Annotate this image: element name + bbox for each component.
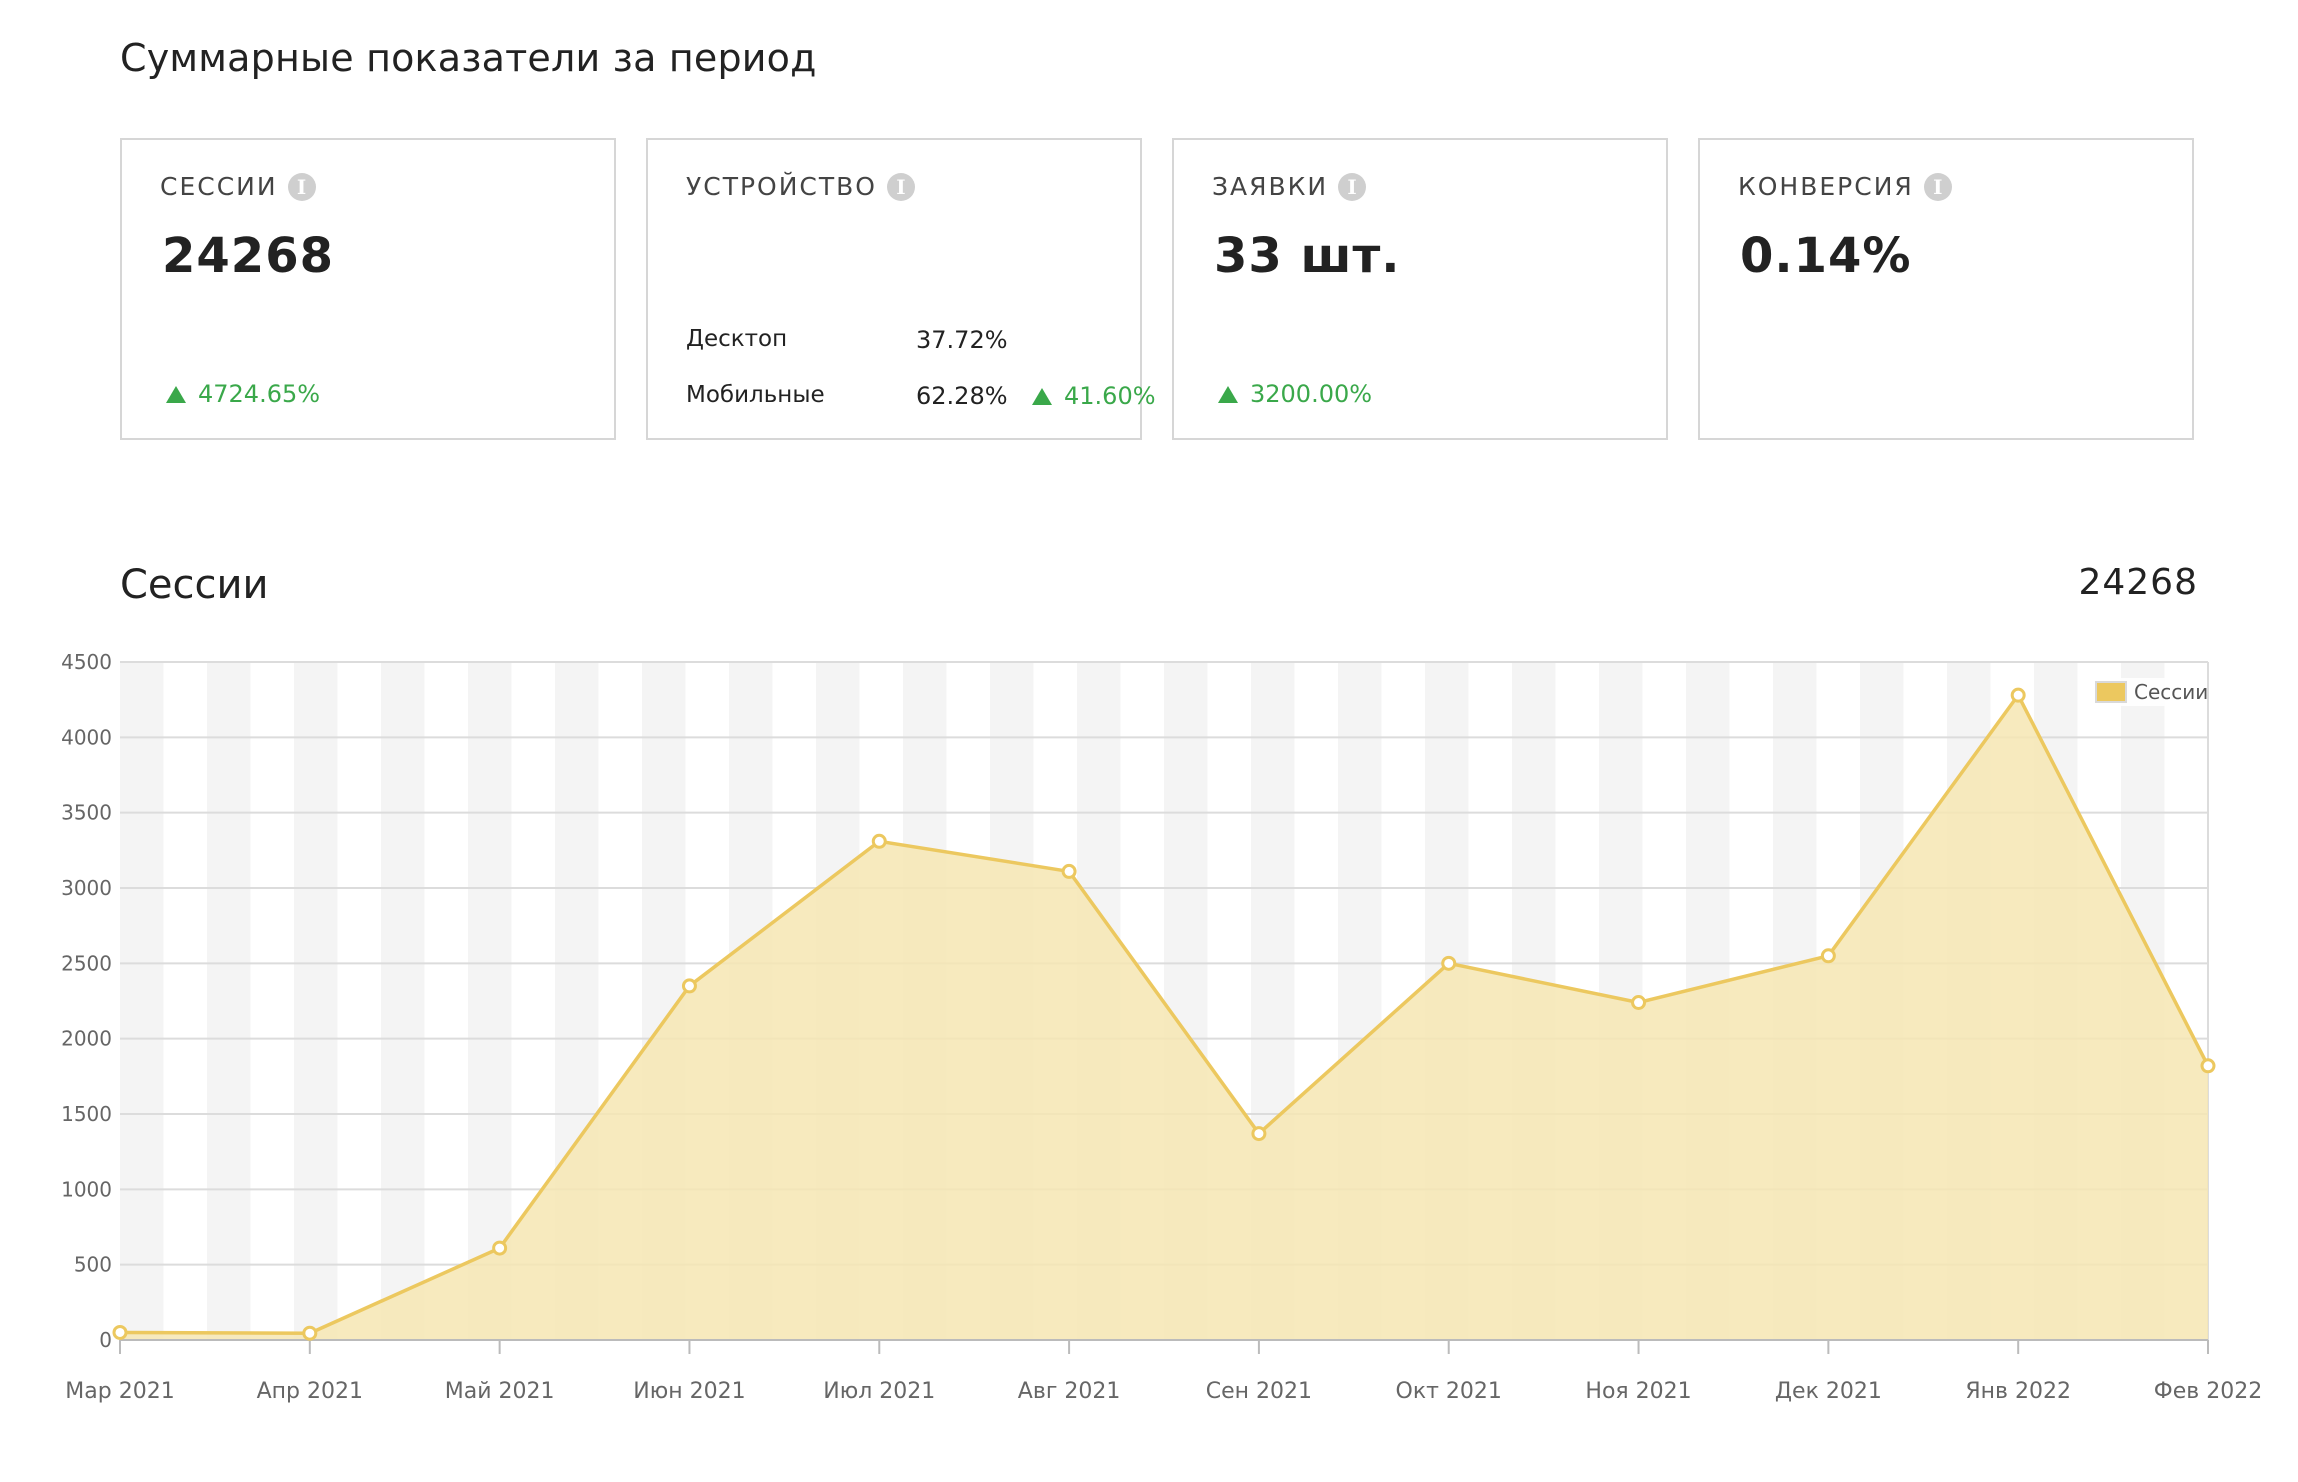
x-tick-label: Мар 2021 [65, 1379, 174, 1404]
device-mobile-name: Мобильные [686, 382, 825, 408]
grid-stripe [381, 662, 425, 1340]
y-tick-label: 1500 [61, 1102, 112, 1126]
x-tick-label: Ноя 2021 [1585, 1379, 1691, 1404]
device-desktop-pct: 37.72% [916, 326, 1008, 354]
arrow-up-icon [1218, 385, 1238, 403]
data-point [1061, 863, 1077, 879]
card-sessions-label: СЕССИИ [160, 172, 278, 201]
x-tick-label: Июн 2021 [633, 1379, 745, 1404]
y-tick-label: 4000 [61, 725, 112, 749]
data-point [302, 1325, 318, 1341]
card-sessions-delta-value: 4724.65% [198, 380, 321, 408]
x-tick-label: Июл 2021 [823, 1379, 935, 1404]
card-leads-label: ЗАЯВКИ [1212, 172, 1329, 201]
data-point [1251, 1126, 1267, 1142]
info-icon[interactable]: i [1338, 172, 1367, 201]
x-tick-label: Янв 2022 [1965, 1379, 2071, 1404]
data-point [2200, 1058, 2216, 1074]
data-point [492, 1240, 508, 1256]
legend-label: Сессии [2134, 680, 2208, 704]
grid-stripe [120, 662, 164, 1340]
info-icon[interactable]: i [1923, 172, 1952, 201]
card-sessions-delta: 4724.65% [166, 380, 320, 408]
card-device-label: УСТРОЙСТВО [686, 172, 877, 201]
page-title: Суммарные показатели за период [120, 36, 817, 80]
grid-stripe [207, 662, 251, 1340]
card-conversion-value: 0.14% [1740, 228, 1912, 284]
card-sessions-value: 24268 [162, 228, 334, 284]
card-conversion: КОНВЕРСИЯ i 0.14% [1698, 138, 2194, 440]
device-mobile-delta: 41.60% [1032, 382, 1156, 410]
x-tick-label: Окт 2021 [1396, 1379, 1502, 1404]
x-tick-label: Авг 2021 [1018, 1379, 1121, 1404]
y-tick-label: 500 [74, 1253, 112, 1277]
data-point [1820, 948, 1836, 964]
series-line [119, 693, 2210, 1335]
card-conversion-label: КОНВЕРСИЯ [1738, 172, 1914, 201]
x-tick-label: Сен 2021 [1206, 1379, 1312, 1404]
y-tick-label: 0 [99, 1328, 112, 1352]
x-tick-label: Апр 2021 [257, 1379, 363, 1404]
y-tick-label: 3500 [61, 801, 112, 825]
info-icon[interactable]: i [287, 172, 316, 201]
y-tick-label: 3000 [61, 876, 112, 900]
data-point [1441, 955, 1457, 971]
grid-stripe [468, 662, 512, 1340]
y-tick-label: 2500 [61, 951, 112, 975]
card-leads: ЗАЯВКИ i 33 шт. 3200.00% [1172, 138, 1668, 440]
x-tick-label: Дек 2021 [1775, 1379, 1882, 1404]
data-point [112, 1324, 128, 1340]
data-point [871, 833, 887, 849]
device-mobile-delta-value: 41.60% [1064, 382, 1156, 410]
info-icon[interactable]: i [886, 172, 915, 201]
card-leads-delta-value: 3200.00% [1250, 380, 1373, 408]
data-point [1631, 995, 1647, 1011]
series-area [120, 695, 2208, 1340]
y-tick-label: 1000 [61, 1177, 112, 1201]
device-desktop-name: Десктоп [686, 326, 788, 352]
card-device: УСТРОЙСТВО i Десктоп 37.72% Мобильные 62… [646, 138, 1156, 440]
arrow-up-icon [166, 385, 186, 403]
card-leads-delta: 3200.00% [1218, 380, 1372, 408]
section-title: Сессии [120, 562, 269, 608]
grid-stripe [294, 662, 338, 1340]
x-tick-label: Май 2021 [445, 1379, 555, 1404]
arrow-up-icon [1032, 387, 1052, 405]
section-total: 24268 [2078, 562, 2198, 603]
y-tick-label: 4500 [61, 650, 112, 674]
card-leads-value: 33 шт. [1214, 228, 1401, 284]
device-mobile-pct: 62.28% [916, 382, 1008, 410]
card-sessions: СЕССИИ i 24268 4724.65% [120, 138, 616, 440]
legend-swatch [2095, 681, 2127, 703]
y-tick-label: 2000 [61, 1027, 112, 1051]
data-point [681, 978, 697, 994]
x-tick-label: Фев 2022 [2154, 1379, 2262, 1404]
data-point [2010, 687, 2026, 703]
